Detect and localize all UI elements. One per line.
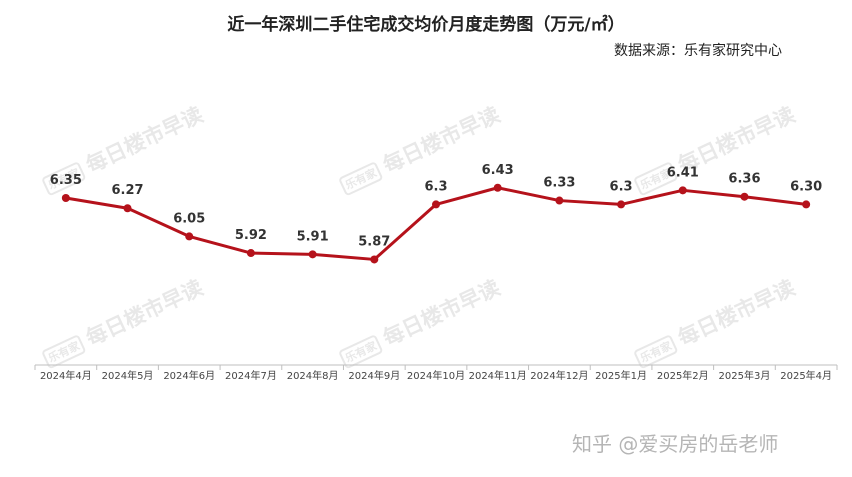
data-point [246,249,255,258]
chart-title: 近一年深圳二手住宅成交均价月度走势图（万元/㎡） [227,15,625,35]
data-point [555,196,564,205]
data-point [617,200,626,209]
data-point [185,232,194,241]
data-label: 6.43 [482,163,514,178]
data-label: 6.30 [790,179,822,194]
data-label: 6.27 [111,183,143,198]
data-point [432,200,440,209]
x-tick-label: 2024年11月 [469,369,527,382]
data-label: 5.91 [297,229,329,244]
x-tick-label: 2024年10月 [407,369,465,382]
data-label: 6.05 [173,211,205,226]
data-label: 6.3 [424,179,447,194]
x-tick-label: 2024年5月 [102,369,154,382]
data-point [123,204,132,213]
x-tick-label: 2025年1月 [595,369,647,382]
x-tick-label: 2025年3月 [719,369,771,382]
data-point [802,200,811,209]
data-point [678,186,687,195]
x-tick-label: 2024年4月 [40,369,92,382]
x-tick-label: 2024年7月 [225,369,277,382]
data-label: 6.33 [543,176,575,191]
x-tick-label: 2024年9月 [348,369,400,382]
data-label: 5.87 [358,234,390,249]
data-label: 6.41 [667,165,699,180]
x-tick-label: 2024年8月 [287,369,339,382]
x-tick-label: 2025年4月 [780,369,832,382]
data-point [740,192,749,201]
data-label: 6.36 [728,172,760,187]
author-credit: 知乎 @爱买房的岳老师 [572,432,779,456]
x-tick-label: 2025年2月 [657,369,709,382]
data-point [308,250,317,259]
x-tick-label: 2024年6月 [163,369,215,382]
x-tick-label: 2024年12月 [530,369,588,382]
data-point [370,255,379,264]
data-label: 6.3 [610,179,633,194]
data-point [493,183,502,192]
data-source: 数据来源：乐有家研究中心 [614,43,782,59]
data-label: 6.35 [50,173,82,188]
data-label: 5.92 [235,228,267,243]
data-point [61,194,70,202]
